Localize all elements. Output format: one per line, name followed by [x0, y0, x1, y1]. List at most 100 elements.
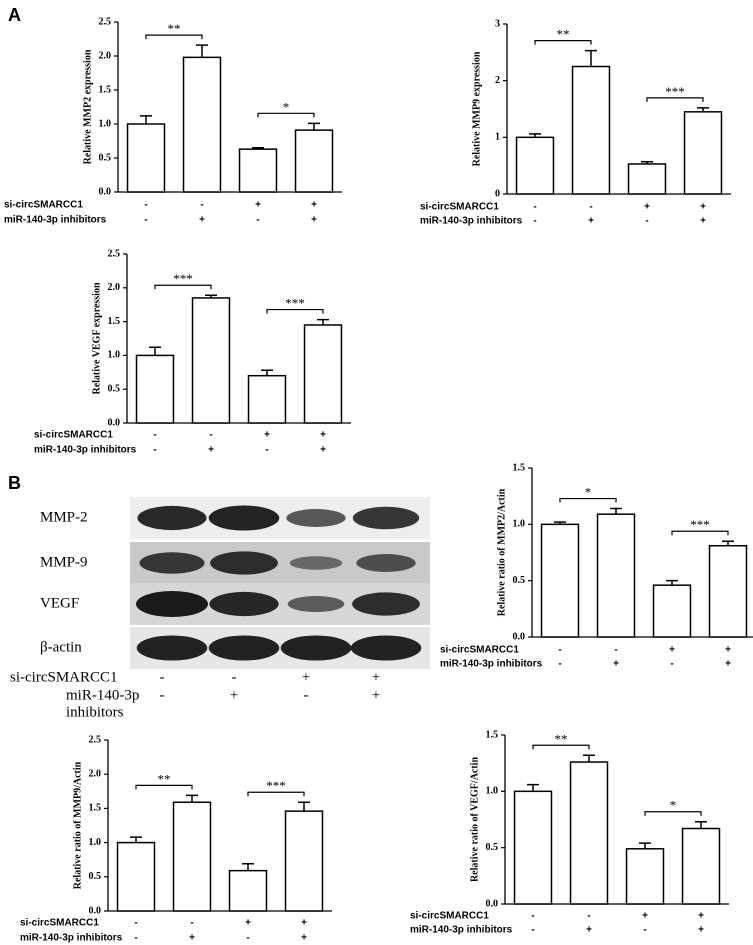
error-bar	[527, 783, 539, 792]
blot-band	[136, 591, 208, 617]
blot-protein-label: β-actin	[40, 639, 82, 655]
condition-sign: -	[531, 925, 534, 936]
blot-band	[136, 635, 208, 661]
y-tick-label: 2.0	[89, 768, 102, 779]
bar	[238, 148, 278, 193]
condition-sign: +	[700, 202, 706, 213]
significance-bracket	[559, 497, 617, 503]
condition-sign: -	[200, 200, 203, 211]
error-bar	[252, 147, 264, 150]
condition-sign: -	[533, 202, 536, 213]
y-axis-label: Relative MMP9 expression	[471, 51, 482, 166]
condition-sign: +	[320, 430, 326, 441]
blot-band	[210, 551, 278, 575]
error-bar	[130, 836, 142, 843]
condition-sign: +	[245, 918, 251, 929]
y-tick-label: 0	[495, 188, 500, 199]
blot-band	[280, 635, 352, 661]
significance-label: *	[283, 99, 290, 114]
bar	[627, 163, 667, 195]
y-tick-label: 1.0	[486, 786, 499, 797]
error-bar	[317, 318, 329, 325]
condition-sign: -	[153, 445, 156, 456]
y-tick-label: 1.0	[89, 837, 102, 848]
bar	[513, 790, 553, 905]
error-bar	[529, 133, 541, 138]
significance-label: ***	[690, 517, 710, 532]
y-tick-label: 0.0	[486, 898, 499, 909]
bar	[172, 801, 212, 912]
blot-condition-sign: -	[160, 669, 165, 685]
y-tick-label: 0.0	[99, 186, 112, 197]
blot-band	[137, 505, 207, 531]
y-tick-label: 1.5	[99, 84, 112, 95]
panel-letter: A	[8, 5, 21, 25]
condition-sign: -	[256, 215, 259, 226]
significance-bracket	[646, 97, 704, 102]
condition-sign: -	[587, 911, 590, 922]
significance-bracket	[247, 791, 305, 797]
condition-sign: -	[153, 430, 156, 441]
blot-condition-sign: +	[372, 687, 380, 703]
condition-label: si-circSMARCC1	[410, 911, 489, 922]
y-tick-label: 1.5	[89, 803, 102, 814]
condition-label: miR-140-3p inhibitors	[20, 933, 123, 944]
condition-label: si-circSMARCC1	[34, 430, 113, 441]
error-bar	[140, 115, 152, 124]
y-tick-label: 1.0	[108, 350, 121, 361]
significance-bracket	[135, 784, 193, 790]
bar	[228, 869, 268, 912]
error-bar	[583, 754, 595, 763]
condition-label: miR-140-3p inhibitors	[4, 215, 107, 226]
condition-sign: -	[531, 911, 534, 922]
y-tick-label: 2.0	[99, 50, 112, 61]
bar	[708, 544, 748, 638]
error-bar	[308, 122, 320, 131]
significance-bracket	[154, 284, 212, 290]
condition-sign: -	[134, 918, 137, 929]
y-tick-label: 1.5	[486, 729, 499, 740]
significance-bracket	[266, 308, 324, 314]
significance-label: ***	[266, 778, 286, 793]
bar	[182, 56, 222, 193]
condition-label: miR-140-3p inhibitors	[440, 659, 543, 670]
condition-sign: +	[698, 911, 704, 922]
bar	[596, 513, 636, 638]
condition-sign: +	[644, 202, 650, 213]
error-bar	[639, 842, 651, 849]
condition-sign: -	[209, 430, 212, 441]
bar	[515, 136, 555, 195]
bar	[303, 324, 343, 424]
error-bar	[186, 794, 198, 803]
bar	[569, 761, 609, 905]
error-bar	[722, 540, 734, 546]
condition-sign: +	[669, 645, 675, 656]
condition-sign: +	[199, 215, 205, 226]
y-tick-label: 2.5	[89, 734, 102, 745]
blot-band	[350, 635, 422, 661]
significance-bracket	[534, 40, 592, 45]
significance-label: ***	[173, 271, 193, 286]
y-tick-label: 0.5	[89, 871, 102, 882]
y-tick-label: 0.5	[99, 152, 112, 163]
y-tick-label: 1	[495, 132, 500, 143]
blot-band	[208, 635, 280, 661]
blot-band	[352, 506, 420, 530]
error-bar	[697, 107, 709, 112]
blot-band	[356, 554, 416, 572]
significance-bracket	[671, 530, 729, 536]
bar	[683, 111, 723, 195]
significance-label: ***	[285, 296, 305, 311]
significance-bracket	[532, 744, 590, 750]
bar	[571, 65, 611, 195]
condition-sign: +	[700, 216, 706, 227]
bar	[625, 848, 665, 905]
blot-condition-sign: -	[232, 669, 237, 685]
significance-bracket	[257, 112, 315, 118]
significance-bracket	[145, 34, 203, 40]
y-tick-label: 0.5	[108, 383, 121, 394]
condition-sign: -	[614, 645, 617, 656]
bar	[135, 354, 175, 424]
y-tick-label: 2.5	[108, 248, 121, 259]
